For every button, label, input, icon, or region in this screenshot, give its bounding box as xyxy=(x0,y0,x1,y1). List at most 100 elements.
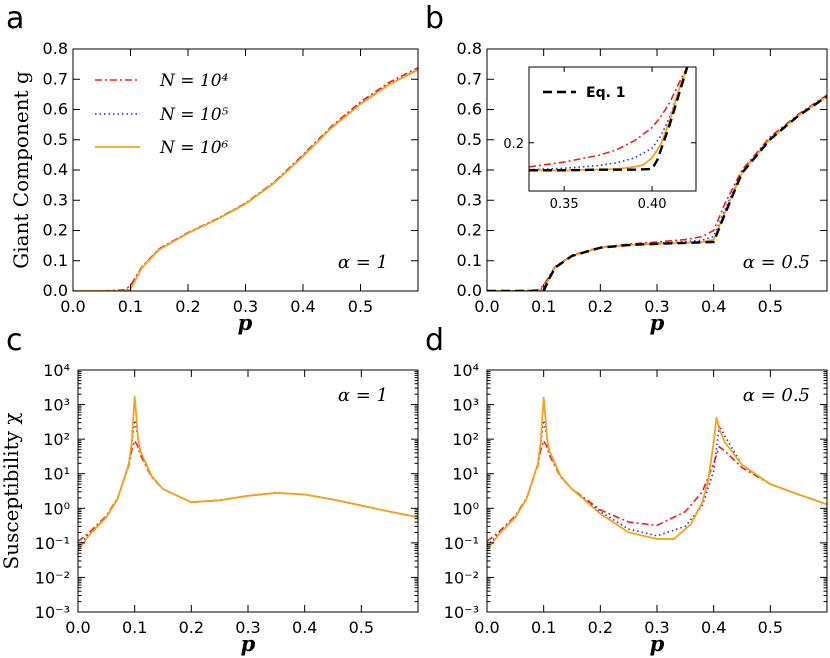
panel-d-ticks: 0.0 0.1 0.2 0.3 0.4 0.5 10⁻³ 10⁻² 10⁻¹ 10⁰ 10¹ 10² 1… xyxy=(444,361,827,637)
inset-legend-label-eq1: Eq. 1 xyxy=(586,85,626,101)
panel-c-frame xyxy=(77,369,419,613)
panel-d-xlabel: p xyxy=(650,631,665,656)
panel-b-ytick-label: 0.2 xyxy=(457,221,482,240)
panel-a-ytick-label: 0.3 xyxy=(43,190,68,209)
panel-b-ticks: 0.0 0.1 0.2 0.3 0.4 0.5 0.0 0.1 0.2 0.3 0.4 0.5 0.6 0… xyxy=(457,39,827,316)
inset-series-n-10-4 xyxy=(529,67,688,168)
panel-a-xlabel: p xyxy=(238,310,253,335)
panel-c-ytick-label: 10¹ xyxy=(43,465,70,484)
panel-a-series-n-10-6 xyxy=(73,69,418,291)
panel-c-xtick-label: 0.3 xyxy=(235,618,260,637)
panel-letter-b: b xyxy=(425,1,444,36)
panel-letter-a: a xyxy=(6,1,24,36)
panel-b-inset: 0.35 0.40 0.2 Eq. 1 xyxy=(503,66,697,212)
panel-b-series-n-10-4 xyxy=(487,94,827,291)
panel-a-xtick-label: 0.4 xyxy=(290,297,315,316)
panel-letter-c: c xyxy=(6,323,23,358)
panel-b-xtick-label: 0.1 xyxy=(531,297,556,316)
panel-d-xtick-label: 0.5 xyxy=(758,618,783,637)
inset-series xyxy=(529,67,689,172)
panel-c-series-n-10-4 xyxy=(78,439,418,543)
panel-b-ytick-label: 0.4 xyxy=(457,160,482,179)
panel-c: 0.0 0.1 0.2 0.3 0.4 0.5 10⁻³ 10⁻² 10⁻¹ 10⁰ 10¹ 10² 1… xyxy=(0,361,419,656)
inset-ytick-label: 0.2 xyxy=(503,137,524,152)
panel-letter-d: d xyxy=(425,323,444,358)
panel-c-ytick-label: 10⁻³ xyxy=(35,603,70,622)
panel-d-series-n-10-4 xyxy=(487,439,827,543)
panel-a: 0.0 0.1 0.2 0.3 0.4 0.5 0.0 0.1 0.2 0.3 0.4 0.5 0.6 0… xyxy=(9,39,419,335)
panel-a-ytick-label: 0.0 xyxy=(43,281,68,300)
panel-b-xtick-label: 0.5 xyxy=(758,297,783,316)
panel-d-series xyxy=(487,396,827,552)
panel-b-xtick-label: 0.3 xyxy=(644,297,669,316)
panel-b-ytick-label: 0.5 xyxy=(457,130,482,149)
panel-d-series-n-10-5 xyxy=(487,419,827,547)
panel-a-legend: N = 10⁴ N = 10⁵ N = 10⁶ xyxy=(95,71,229,158)
panel-a-xtick-label: 0.2 xyxy=(175,297,200,316)
panel-b-xtick-label: 0.2 xyxy=(588,297,613,316)
panel-b-alpha-annotation: α = 0.5 xyxy=(743,252,810,273)
panel-a-xtick-label: 0.3 xyxy=(233,297,258,316)
panel-c-xtick-label: 0.1 xyxy=(122,618,147,637)
panel-d: 0.0 0.1 0.2 0.3 0.4 0.5 10⁻³ 10⁻² 10⁻¹ 10⁰ 10¹ 10² 1… xyxy=(444,361,828,656)
panel-a-ytick-label: 0.8 xyxy=(43,39,68,58)
panel-a-xtick-label: 0.1 xyxy=(118,297,143,316)
panel-c-series-n-10-6 xyxy=(78,395,418,552)
panel-d-ytick-label: 10⁻¹ xyxy=(444,534,479,553)
panel-a-ytick-label: 0.4 xyxy=(43,160,68,179)
panel-d-alpha-annotation: α = 0.5 xyxy=(743,385,810,406)
panel-c-ytick-label: 10³ xyxy=(43,396,70,415)
panel-a-series xyxy=(73,67,418,291)
panel-b-xlabel: p xyxy=(650,310,665,335)
panel-a-xtick-label: 0.0 xyxy=(60,297,85,316)
panel-b-xtick-label: 0.4 xyxy=(701,297,726,316)
panel-b-ytick-label: 0.1 xyxy=(457,251,482,270)
panel-c-ytick-label: 10⁻² xyxy=(35,568,70,587)
panel-d-ytick-label: 10¹ xyxy=(452,465,479,484)
panel-d-ytick-label: 10² xyxy=(452,430,479,449)
panel-c-ytick-label: 10⁻¹ xyxy=(35,534,70,553)
panel-c-ytick-label: 10⁰ xyxy=(43,499,70,518)
panel-d-ytick-label: 10⁰ xyxy=(452,499,479,518)
panel-c-xlabel: p xyxy=(241,631,256,656)
panel-b-series xyxy=(487,94,827,291)
panel-b-ytick-label: 0.8 xyxy=(457,39,482,58)
panel-d-frame xyxy=(486,369,828,613)
panel-c-ytick-label: 10² xyxy=(43,430,70,449)
inset-xtick-label: 0.35 xyxy=(550,197,579,212)
panel-c-xtick-label: 0.4 xyxy=(292,618,317,637)
panel-d-xtick-label: 0.1 xyxy=(531,618,556,637)
panel-c-ticks: 0.0 0.1 0.2 0.3 0.4 0.5 10⁻³ 10⁻² 10⁻¹ 10⁰ 10¹ 10² 1… xyxy=(35,361,418,637)
panel-c-xtick-label: 0.0 xyxy=(65,618,90,637)
panel-b: 0.0 0.1 0.2 0.3 0.4 0.5 0.0 0.1 0.2 0.3 0.4 0.5 0.6 0… xyxy=(457,39,828,335)
panel-d-ytick-label: 10⁴ xyxy=(452,361,479,380)
panel-a-ytick-label: 0.6 xyxy=(43,100,68,119)
panel-c-xtick-label: 0.2 xyxy=(179,618,204,637)
panel-a-ytick-label: 0.5 xyxy=(43,130,68,149)
panel-d-xtick-label: 0.2 xyxy=(588,618,613,637)
panel-c-series-n-10-5 xyxy=(78,419,418,547)
panel-a-ylabel: Giant Component g xyxy=(9,71,33,269)
panel-b-series-eq-1 xyxy=(487,95,827,291)
panel-a-ytick-label: 0.7 xyxy=(43,69,68,88)
inset-series-eq-1 xyxy=(529,67,689,172)
panel-b-ytick-label: 0.3 xyxy=(457,190,482,209)
legend-label-n1e5: N = 10⁵ xyxy=(159,105,229,125)
panel-d-xtick-label: 0.0 xyxy=(474,618,499,637)
panel-a-xtick-label: 0.5 xyxy=(348,297,373,316)
legend-label-n1e4: N = 10⁴ xyxy=(159,71,229,91)
inset-frame xyxy=(528,66,697,192)
panel-d-series-n-10-6 xyxy=(487,396,827,552)
panel-c-series xyxy=(78,395,418,552)
panel-c-ytick-label: 10⁴ xyxy=(43,361,70,380)
panel-c-alpha-annotation: α = 1 xyxy=(338,385,388,406)
panel-d-ytick-label: 10⁻² xyxy=(444,568,479,587)
panel-c-ylabel: Susceptibility χ xyxy=(0,413,23,570)
panel-a-alpha-annotation: α = 1 xyxy=(338,252,388,273)
panel-d-ytick-label: 10³ xyxy=(452,396,479,415)
panel-b-ytick-label: 0.6 xyxy=(457,100,482,119)
inset-ticks: 0.35 0.40 0.2 xyxy=(503,67,696,212)
panel-d-xtick-label: 0.3 xyxy=(644,618,669,637)
panel-a-ytick-label: 0.2 xyxy=(43,221,68,240)
